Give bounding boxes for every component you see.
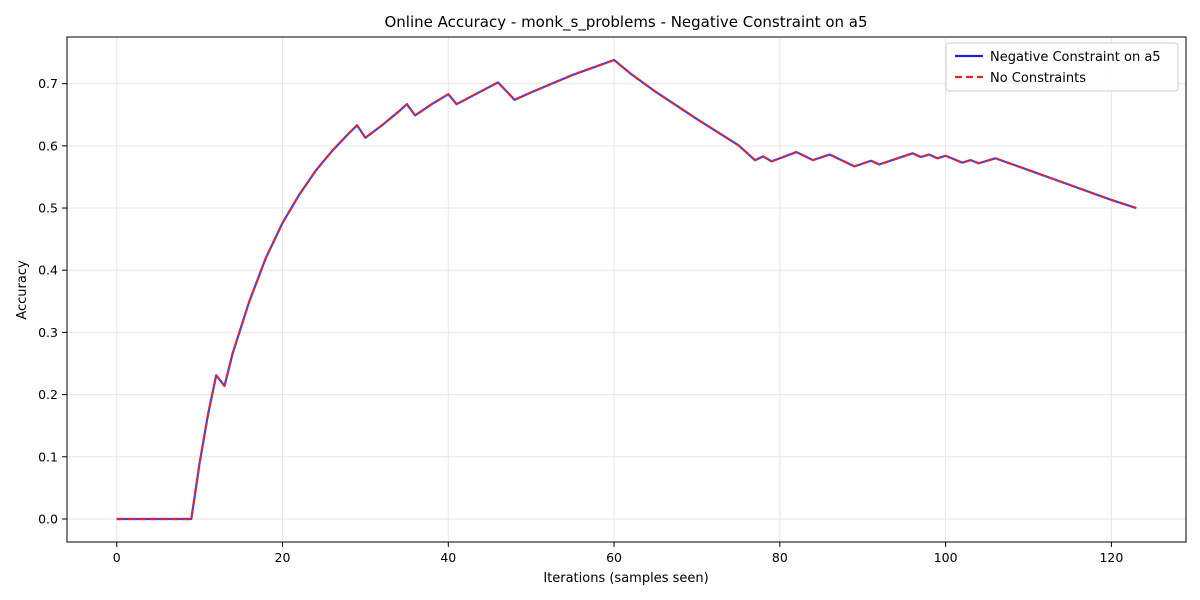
x-tick-label: 100 [934,550,958,565]
y-tick-label: 0.7 [38,76,58,91]
y-tick-label: 0.4 [38,263,58,278]
series-layer [116,58,1137,521]
legend-label-no-constraints: No Constraints [990,71,1086,86]
x-tick-label: 20 [275,550,291,565]
x-tick-label: 60 [606,550,622,565]
y-tick-label: 0.1 [38,449,58,464]
y-axis-label: Accuracy [15,260,30,320]
y-tick-label: 0.6 [38,138,58,153]
y-tick-label: 0.5 [38,201,58,216]
y-tick-label: 0.2 [38,387,58,402]
chart-title: Online Accuracy - monk_s_problems - Nega… [384,13,867,32]
x-axis-label: Iterations (samples seen) [543,571,708,586]
legend-box [945,42,1179,92]
y-tick-label: 0.3 [38,325,58,340]
x-tick-label: 0 [113,550,121,565]
plot-frame [66,36,1187,543]
legend: Negative Constraint on a5 No Constraints [945,42,1179,92]
y-tick-label: 0.0 [38,511,58,526]
x-tick-label: 120 [1099,550,1123,565]
x-tick-label: 80 [772,550,788,565]
axis-ticks: 0 20 40 60 80 100 120 0.0 0.1 0.2 0.3 0.4 0.5 0.6 0.7 [38,76,1123,565]
x-tick-label: 40 [440,550,456,565]
legend-label-negative-constraint: Negative Constraint on a5 [990,50,1161,65]
series-line-no-constraints [116,58,1137,521]
grid-lines [67,37,1186,542]
